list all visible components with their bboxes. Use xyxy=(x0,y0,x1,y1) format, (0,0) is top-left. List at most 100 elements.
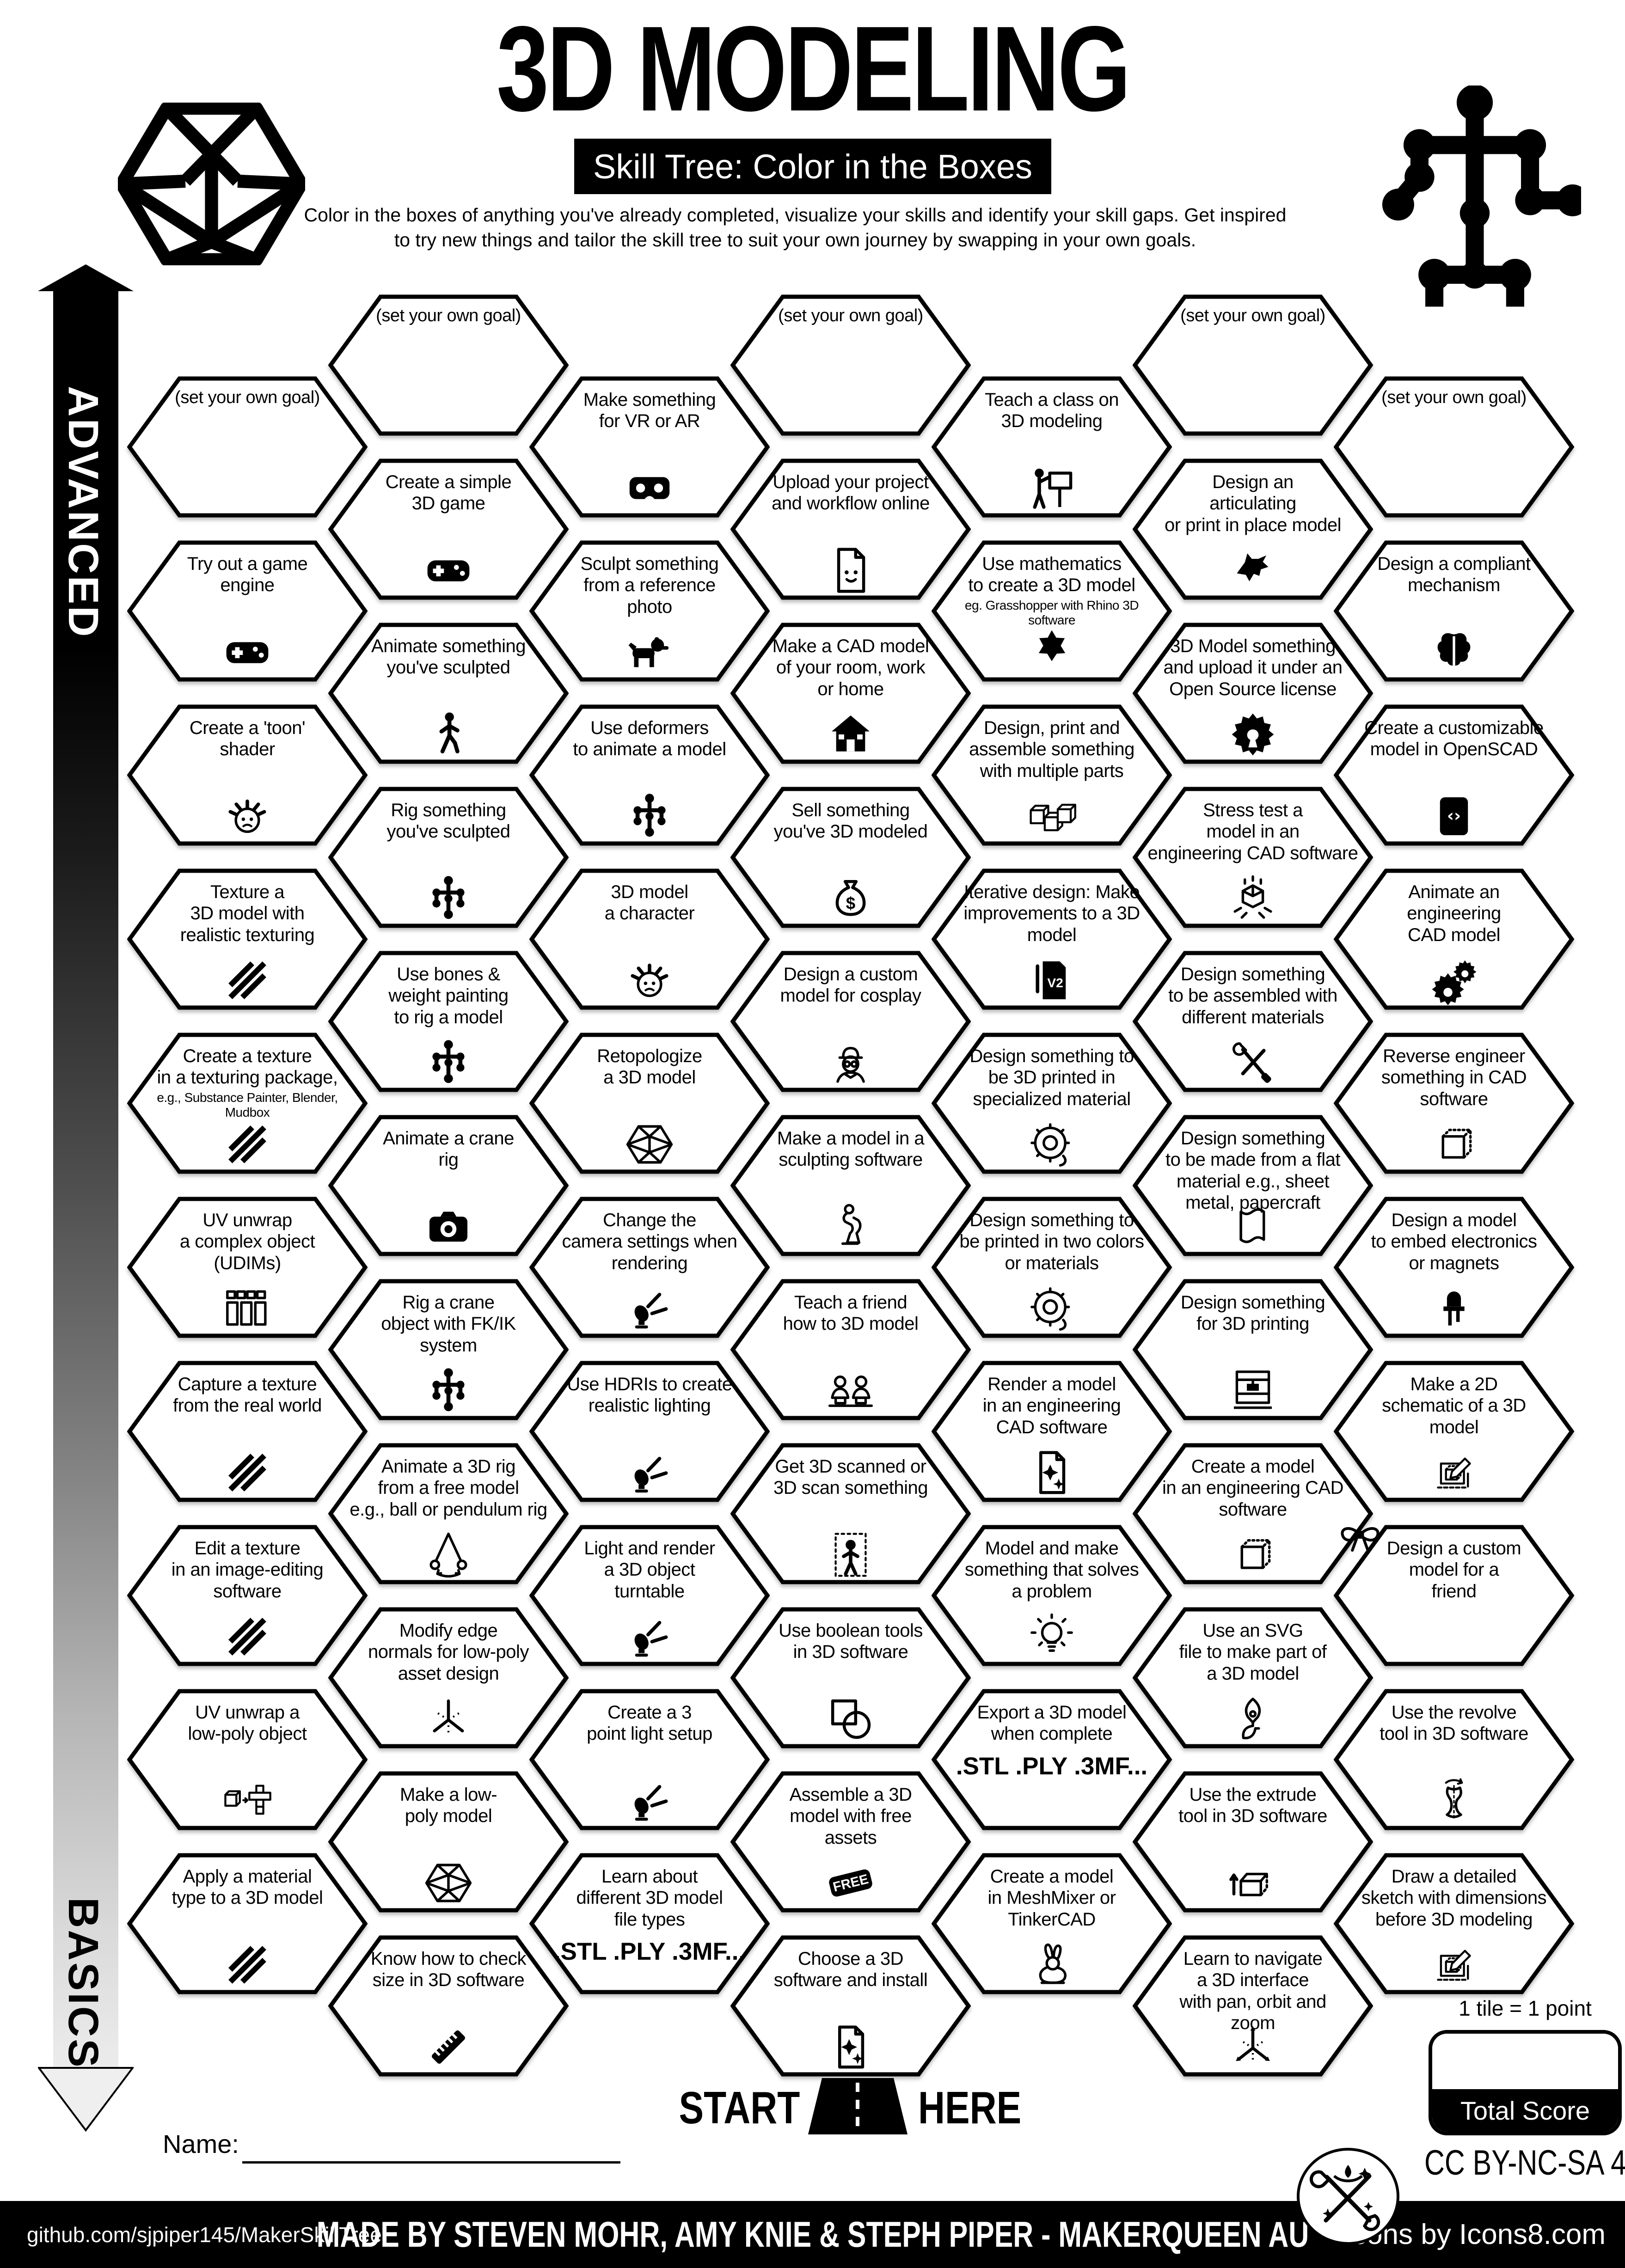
skill-tile[interactable]: Design a compliant mechanism xyxy=(1334,539,1574,683)
hex-outline xyxy=(730,1935,971,2077)
skill-tile[interactable]: Texture a 3D model with realistic textur… xyxy=(127,868,368,1011)
skill-tile[interactable]: Design a custom model for cosplay xyxy=(730,950,971,1093)
skill-tile[interactable]: Iterative design: Make improvements to a… xyxy=(932,868,1172,1011)
skill-tile[interactable]: 3D model a character xyxy=(529,868,770,1011)
texture-stripes-icon xyxy=(127,955,368,1005)
skill-tile[interactable]: Create a model in MeshMixer or TinkerCAD xyxy=(932,1852,1172,1995)
tile-label: Export a 3D model when complete .STL .PLY… xyxy=(945,1688,1158,1780)
skill-tile[interactable]: Rig something you've sculpted xyxy=(328,786,569,929)
basics-label: BASICS xyxy=(60,1897,107,2069)
skill-tile[interactable]: Create a 'toon' shader xyxy=(127,703,368,847)
skill-tile[interactable]: Teach a friend how to 3D model xyxy=(730,1278,971,1421)
skill-tile[interactable]: Light and render a 3D object turntable xyxy=(529,1524,770,1667)
skill-tile[interactable]: Create a simple 3D game xyxy=(328,458,569,601)
skill-tile[interactable]: (set your own goal) xyxy=(1334,375,1574,519)
skill-tile[interactable]: Model and make something that solves a p… xyxy=(932,1524,1172,1667)
crossed-tools-icon xyxy=(1133,1038,1373,1088)
hex-outline xyxy=(1334,1525,1574,1666)
skill-tile[interactable]: Use the revolve tool in 3D software xyxy=(1334,1688,1574,1831)
skill-tile[interactable]: Make something for VR or AR xyxy=(529,375,770,519)
tile-label: 3D model a character xyxy=(604,882,695,924)
skill-tile[interactable]: Design something to be assembled with di… xyxy=(1133,950,1373,1093)
total-score-input[interactable] xyxy=(1432,2034,1618,2089)
skill-tile[interactable]: Apply a material type to a 3D model xyxy=(127,1852,368,1995)
skill-tile[interactable]: Make a 2D schematic of a 3D model xyxy=(1334,1360,1574,1503)
skill-tile[interactable]: Stress test a model in an engineering CA… xyxy=(1133,786,1373,929)
skill-tile[interactable]: Assemble a 3D model with free assets FREE xyxy=(730,1770,971,1913)
skill-tile[interactable]: Try out a game engine xyxy=(127,539,368,683)
tile-label: Capture a texture from the real world xyxy=(173,1374,322,1416)
tile-label: Rig something you've sculpted xyxy=(386,800,510,842)
skill-tile[interactable]: Draw a detailed sketch with dimensions b… xyxy=(1334,1852,1574,1995)
skill-tile[interactable]: Reverse engineer something in CAD softwa… xyxy=(1334,1032,1574,1175)
skill-tile[interactable]: Animate a 3D rig from a free model e.g.,… xyxy=(328,1442,569,1585)
skill-tile[interactable]: (set your own goal) xyxy=(127,375,368,519)
skill-tile[interactable]: (set your own goal) xyxy=(328,293,569,437)
skill-tile[interactable]: Capture a texture from the real world xyxy=(127,1360,368,1503)
skill-tile[interactable]: Make a model in a sculpting software xyxy=(730,1114,971,1257)
skill-tile[interactable]: Learn about different 3D model file type… xyxy=(529,1852,770,1995)
skill-tile[interactable]: Teach a class on 3D modeling xyxy=(932,375,1172,519)
lightbulb-icon xyxy=(932,1612,1172,1662)
skill-tile[interactable]: Design a model to embed electronics or m… xyxy=(1334,1196,1574,1339)
skill-tile[interactable]: Create a 3 point light setup xyxy=(529,1688,770,1831)
skill-tile[interactable]: 3D Model something and upload it under a… xyxy=(1133,622,1373,765)
skill-tile[interactable]: Learn to navigate a 3D interface with pa… xyxy=(1133,1934,1373,2078)
skill-tile[interactable]: Design, print and assemble something wit… xyxy=(932,703,1172,847)
skill-tile[interactable]: Animate something you've sculpted xyxy=(328,622,569,765)
tile-label: (set your own goal) xyxy=(1381,388,1527,407)
skill-tile[interactable]: Edit a texture in an image-editing softw… xyxy=(127,1524,368,1667)
skill-tile[interactable]: Use boolean tools in 3D software xyxy=(730,1606,971,1749)
tile-label: Design something for 3D printing xyxy=(1180,1292,1325,1334)
skill-tile[interactable]: Choose a 3D software and install xyxy=(730,1934,971,2078)
skill-tile[interactable]: (set your own goal) xyxy=(1133,293,1373,437)
skill-tile[interactable]: Modify edge normals for low-poly asset d… xyxy=(328,1606,569,1749)
name-input-line[interactable] xyxy=(242,2161,620,2164)
tile-label: Animate a 3D rig from a free model e.g.,… xyxy=(350,1456,547,1520)
skill-tile[interactable]: Export a 3D model when complete .STL .PLY… xyxy=(932,1688,1172,1831)
skill-tile[interactable]: Sell something you've 3D modeled $ xyxy=(730,786,971,929)
skill-tile[interactable]: Create a customizable model in OpenSCAD ‹… xyxy=(1334,703,1574,847)
skill-tile[interactable]: Create a model in an engineering CAD sof… xyxy=(1133,1442,1373,1585)
skill-tile[interactable]: Know how to check size in 3D software xyxy=(328,1934,569,2078)
skill-tile[interactable]: Retopologize a 3D model xyxy=(529,1032,770,1175)
skill-tile[interactable]: (set your own goal) xyxy=(730,293,971,437)
skill-tile[interactable]: Design something for 3D printing xyxy=(1133,1278,1373,1421)
skill-tile[interactable]: Create a texture in a texturing package,… xyxy=(127,1032,368,1175)
skill-tile[interactable]: Sculpt something from a reference photo xyxy=(529,539,770,683)
skill-tile[interactable]: Design something to be 3D printed in spe… xyxy=(932,1032,1172,1175)
tile-label: Use bones & weight painting to rig a mod… xyxy=(388,964,509,1027)
skill-tile[interactable]: Animate a crane rig xyxy=(328,1114,569,1257)
tile-label: Learn to navigate a 3D interface with pa… xyxy=(1179,1949,1326,2034)
skill-tile[interactable]: Design a custom model for a friend xyxy=(1334,1524,1574,1667)
skill-tile[interactable]: Change the camera settings when renderin… xyxy=(529,1196,770,1339)
skill-tile[interactable]: Design an articulating or print in place… xyxy=(1133,458,1373,601)
free-tag-icon: FREE xyxy=(730,1858,971,1908)
skill-tile[interactable]: Get 3D scanned or 3D scan something xyxy=(730,1442,971,1585)
skill-tile[interactable]: UV unwrap a low-poly object xyxy=(127,1688,368,1831)
skill-tile[interactable]: Use bones & weight painting to rig a mod… xyxy=(328,950,569,1093)
skill-tile[interactable]: Upload your project and workflow online xyxy=(730,458,971,601)
tile-label: Rig a crane object with FK/IK system xyxy=(381,1292,516,1356)
skill-tile[interactable]: Use mathematics to create a 3D model eg. … xyxy=(932,539,1172,683)
skill-tile[interactable]: Rig a crane object with FK/IK system xyxy=(328,1278,569,1421)
skill-tile[interactable]: Use deformers to animate a model xyxy=(529,703,770,847)
skill-tile[interactable]: Use the extrude tool in 3D software xyxy=(1133,1770,1373,1913)
skill-tile[interactable]: Use an SVG file to make part of a 3D mod… xyxy=(1133,1606,1373,1749)
hex-outline xyxy=(730,458,971,600)
tile-label: Animate something you've sculpted xyxy=(371,636,526,678)
skill-tile[interactable]: Render a model in an engineering CAD sof… xyxy=(932,1360,1172,1503)
skill-tile[interactable]: Design something to be made from a flat … xyxy=(1133,1114,1373,1257)
hex-outline xyxy=(730,1115,971,1256)
name-label: Name: xyxy=(163,2129,239,2158)
skill-tile[interactable]: Design something to be printed in two co… xyxy=(932,1196,1172,1339)
skill-tile[interactable]: Animate an engineering CAD model xyxy=(1334,868,1574,1011)
skill-tile[interactable]: Make a low- poly model xyxy=(328,1770,569,1913)
footer-repo-link[interactable]: github.com/sjpiper145/MakerSkillTree xyxy=(27,2222,382,2247)
skill-tile[interactable]: Use HDRIs to create realistic lighting xyxy=(529,1360,770,1503)
tile-label: Sell something you've 3D modeled xyxy=(773,800,928,842)
skill-tile[interactable]: Make a CAD model of your room, work or h… xyxy=(730,622,971,765)
skill-tile[interactable]: UV unwrap a complex object (UDIMs) xyxy=(127,1196,368,1339)
tile-label: Learn about different 3D model file type… xyxy=(543,1852,756,1966)
texture-stripes-icon xyxy=(127,1448,368,1498)
